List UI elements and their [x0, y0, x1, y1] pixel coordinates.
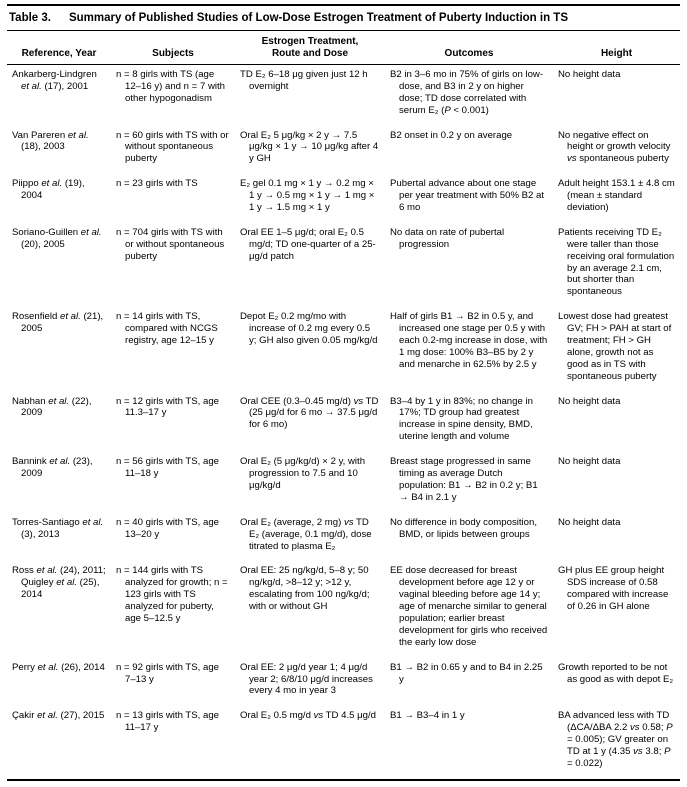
cell-height: No height data: [558, 456, 621, 468]
cell-height: Growth reported to be not as good as wit…: [558, 661, 674, 685]
cell-treatment: Oral EE 1–5 μg/d; oral E₂ 0.5 mg/d; TD o…: [240, 226, 376, 262]
cell-treatment: Oral E₂ (average, 2 mg) vs TD E₂ (averag…: [240, 516, 372, 552]
cell-outcomes: B2 in 3–6 mo in 75% of girls on low-dose…: [390, 69, 544, 116]
table-title: Table 3. Summary of Published Studies of …: [7, 4, 680, 31]
column-header-reference: Reference, Year: [7, 31, 111, 65]
cell-treatment: Depot E₂ 0.2 mg/mo with increase of 0.2 …: [240, 311, 378, 347]
cell-treatment: Oral EE: 2 μg/d year 1; 4 μg/d year 2; 6…: [240, 661, 373, 697]
cell-height: Lowest dose had greatest GV; FH > PAH at…: [558, 311, 672, 382]
cell-height: No height data: [558, 69, 621, 80]
column-header-height: Height: [553, 31, 680, 65]
table-body: Ankarberg-Lindgren et al. (17), 2001 n = …: [7, 65, 680, 780]
column-header-subjects: Subjects: [111, 31, 235, 65]
cell-subjects: n = 56 girls with TS, age 11–18 y: [116, 456, 220, 480]
table-row: Nabhan et al. (22), 2009 n = 12 girls wit…: [7, 392, 680, 453]
table-row: Rosenfield et al. (21), 2005 n = 14 girls…: [7, 307, 680, 391]
cell-subjects: n = 40 girls with TS, age 13–20 y: [116, 516, 220, 540]
cell-height: Patients receiving TD E₂ were taller tha…: [558, 226, 675, 298]
cell-subjects: n = 60 girls with TS with or without spo…: [116, 129, 229, 165]
cell-outcomes: Breast stage progressed in same timing a…: [390, 456, 538, 503]
cell-reference: Rosenfield et al. (21), 2005: [12, 311, 104, 335]
cell-treatment: E₂ gel 0.1 mg × 1 y → 0.2 mg × 1 y → 0.5…: [240, 178, 375, 214]
cell-outcomes: B1 → B2 in 0.65 y and to B4 in 2.25 y: [390, 661, 543, 685]
cell-height: No height data: [558, 395, 621, 407]
cell-subjects: n = 14 girls with TS, compared with NCGS…: [116, 311, 218, 347]
table-row: Ross et al. (24), 2011; Quigley et al. (…: [7, 561, 680, 657]
cell-height: No height data: [558, 516, 621, 528]
cell-reference: Bannink et al. (23), 2009: [12, 456, 93, 480]
table-title-text: Summary of Published Studies of Low-Dose…: [68, 12, 568, 24]
cell-height: BA advanced less with TD (ΔCA/ΔBA 2.2 vs…: [558, 710, 673, 769]
cell-reference: Ankarberg-Lindgren et al. (17), 2001: [12, 69, 97, 92]
cell-reference: Perry et al. (26), 2014: [12, 661, 105, 673]
cell-height: No negative effect on height or growth v…: [558, 129, 671, 165]
cell-treatment: Oral E₂ 5 μg/kg × 2 y → 7.5 μg/kg × 1 y …: [240, 129, 379, 165]
cell-outcomes: B2 onset in 0.2 y on average: [390, 129, 513, 141]
cell-subjects: n = 8 girls with TS (age 12–16 y) and n …: [116, 69, 226, 104]
cell-outcomes: No data on rate of pubertal progression: [390, 226, 505, 250]
cell-outcomes: B3–4 by 1 y in 83%; no change in 17%; TD…: [390, 395, 533, 443]
cell-reference: Piippo et al. (19), 2004: [12, 178, 85, 202]
table-row: Bannink et al. (23), 2009 n = 56 girls wi…: [7, 452, 680, 513]
cell-treatment: Oral E₂ 0.5 mg/d vs TD 4.5 μg/d: [240, 710, 376, 722]
cell-height: GH plus EE group height SDS increase of …: [558, 565, 669, 613]
cell-treatment: Oral CEE (0.3–0.45 mg/d) vs TD (25 μg/d …: [240, 395, 379, 431]
header-row: Reference, Year Subjects Estrogen Treatm…: [7, 31, 680, 65]
cell-subjects: n = 704 girls with TS with or without sp…: [116, 226, 225, 262]
cell-outcomes: Half of girls B1 → B2 in 0.5 y, and incr…: [390, 311, 548, 370]
table-row: Soriano-Guillen et al. (20), 2005 n = 704…: [7, 223, 680, 307]
cell-subjects: n = 144 girls with TS analyzed for growt…: [116, 565, 228, 624]
column-header-outcomes: Outcomes: [385, 31, 553, 65]
cell-reference: Soriano-Guillen et al. (20), 2005: [12, 226, 102, 250]
cell-outcomes: No difference in body composition, BMD, …: [390, 516, 538, 540]
cell-height: Adult height 153.1 ± 4.8 cm (mean ± stan…: [558, 178, 675, 214]
cell-treatment: TD E₂ 6–18 μg given just 12 h overnight: [240, 69, 368, 92]
cell-reference: Ross et al. (24), 2011; Quigley et al. (…: [12, 565, 106, 601]
cell-reference: Torres-Santiago et al. (3), 2013: [12, 516, 104, 540]
cell-treatment: Oral E₂ (5 μg/kg/d) × 2 y, with progress…: [240, 456, 366, 491]
table-row: Van Pareren et al. (18), 2003 n = 60 girl…: [7, 126, 680, 175]
table-row: Piippo et al. (19), 2004 n = 23 girls wit…: [7, 174, 680, 223]
cell-reference: Nabhan et al. (22), 2009: [12, 395, 92, 419]
table-row: Perry et al. (26), 2014 n = 92 girls with…: [7, 658, 680, 707]
cell-subjects: n = 92 girls with TS, age 7–13 y: [116, 661, 220, 685]
studies-table: Reference, Year Subjects Estrogen Treatm…: [7, 31, 680, 781]
table-row: Ankarberg-Lindgren et al. (17), 2001 n = …: [7, 65, 680, 126]
cell-subjects: n = 12 girls with TS, age 11.3–17 y: [116, 395, 220, 419]
cell-subjects: n = 13 girls with TS, age 11–17 y: [116, 710, 220, 734]
table-row: Çakir et al. (27), 2015 n = 13 girls with…: [7, 706, 680, 779]
column-header-treatment: Estrogen Treatment, Route and Dose: [235, 31, 385, 65]
cell-treatment: Oral EE: 25 ng/kg/d, 5–8 y; 50 ng/kg/d, …: [240, 565, 370, 613]
cell-reference: Çakir et al. (27), 2015: [12, 710, 105, 722]
table-row: Torres-Santiago et al. (3), 2013 n = 40 g…: [7, 513, 680, 562]
cell-outcomes: B1 → B3–4 in 1 y: [390, 710, 465, 722]
cell-outcomes: EE dose decreased for breast development…: [390, 565, 548, 648]
table-number-label: Table 3.: [9, 12, 51, 24]
cell-subjects: n = 23 girls with TS: [116, 178, 198, 190]
cell-outcomes: Pubertal advance about one stage per yea…: [390, 178, 545, 214]
cell-reference: Van Pareren et al. (18), 2003: [12, 129, 89, 153]
